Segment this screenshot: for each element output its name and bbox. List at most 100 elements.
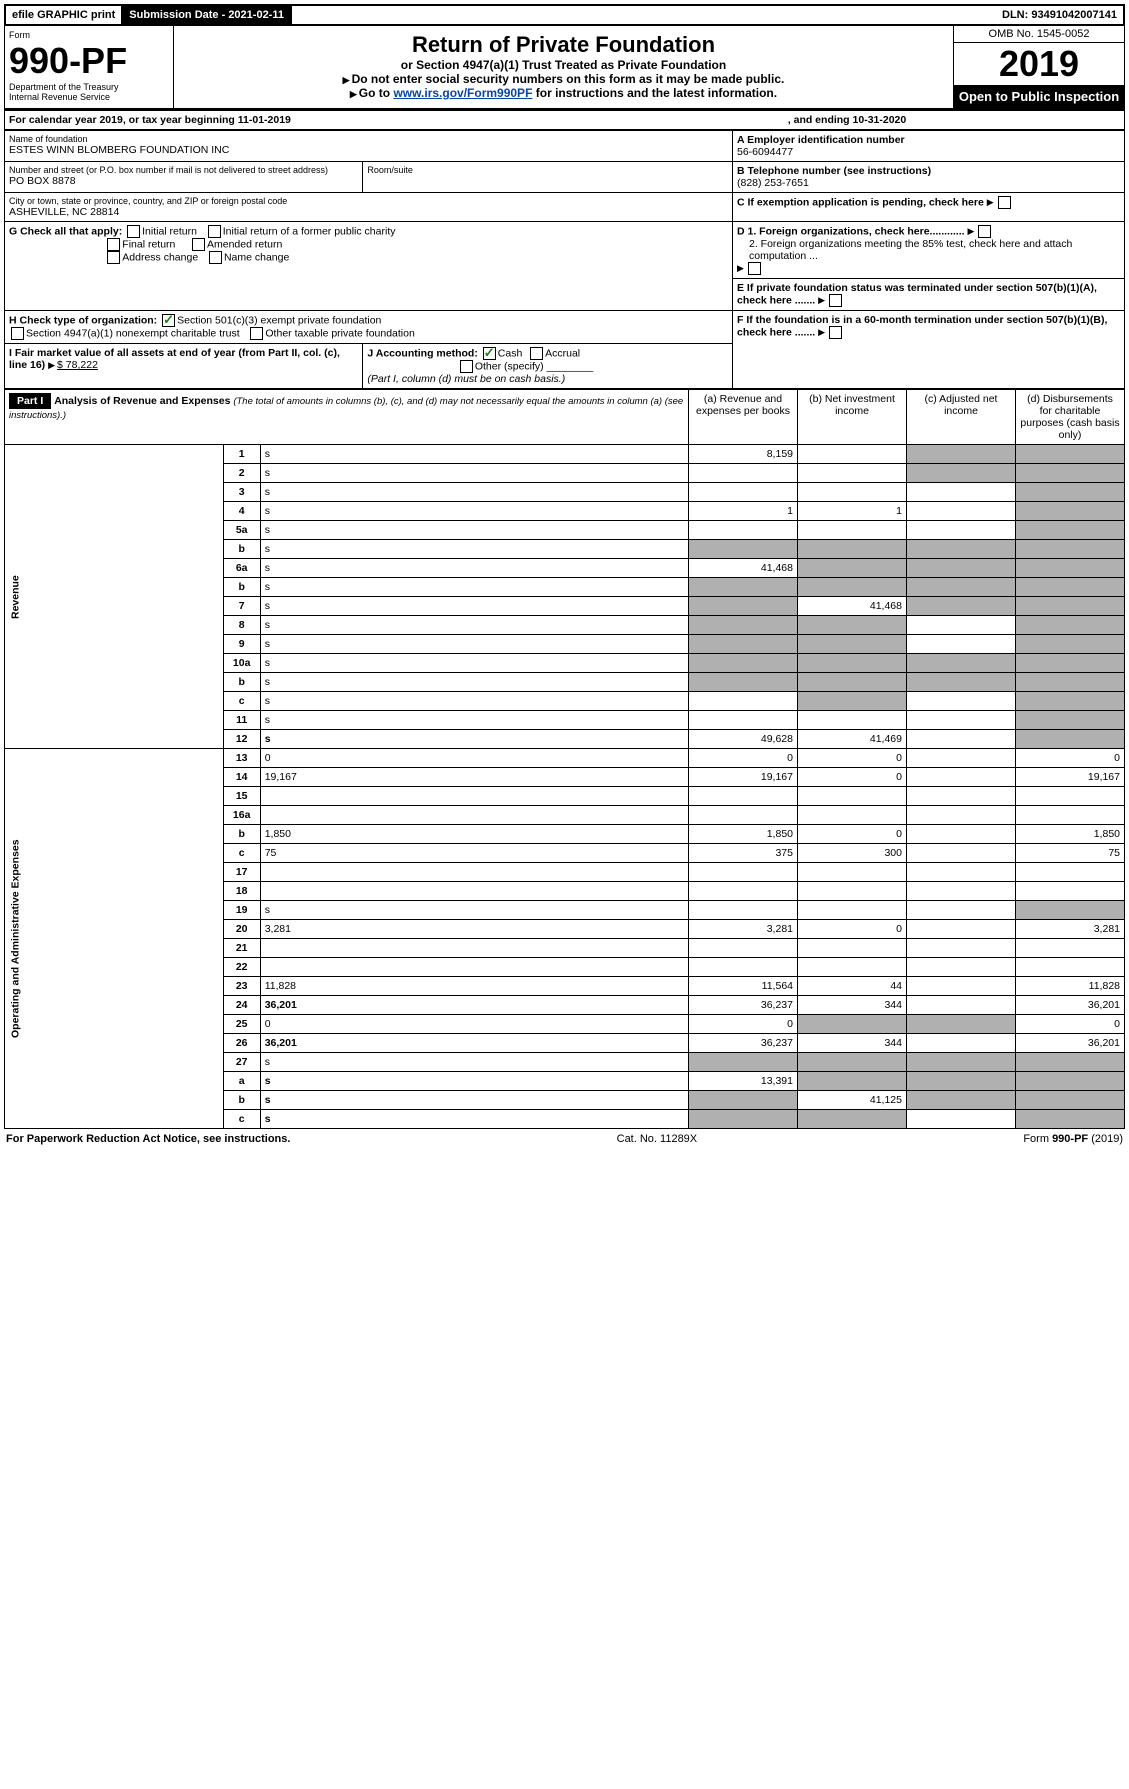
line-num: b <box>223 540 260 559</box>
line-num: c <box>223 1110 260 1129</box>
d2-checkbox[interactable] <box>748 262 761 275</box>
line-desc: s <box>260 1053 688 1072</box>
line-desc: s <box>260 1110 688 1129</box>
dept: Department of the Treasury <box>9 82 169 92</box>
ein-label: A Employer identification number <box>737 134 1120 146</box>
line-num: c <box>223 844 260 863</box>
h-other[interactable] <box>250 327 263 340</box>
line-desc: s <box>260 1091 688 1110</box>
j-other[interactable] <box>460 360 473 373</box>
line-desc: s <box>260 502 688 521</box>
line-desc: s <box>260 483 688 502</box>
name-label: Name of foundation <box>9 134 728 144</box>
address: PO BOX 8878 <box>9 175 358 187</box>
note-2-post: for instructions and the latest informat… <box>536 86 777 100</box>
g-initial-former[interactable] <box>208 225 221 238</box>
dln: DLN: 93491042007141 <box>996 6 1123 24</box>
line-num: 25 <box>223 1015 260 1034</box>
form-link[interactable]: www.irs.gov/Form990PF <box>393 86 532 100</box>
line-num: 23 <box>223 977 260 996</box>
c-checkbox[interactable] <box>998 196 1011 209</box>
line-desc: 1,850 <box>260 825 688 844</box>
line-desc: s <box>260 616 688 635</box>
line-desc <box>260 958 688 977</box>
form-header: Form 990-PF Department of the Treasury I… <box>4 26 1125 108</box>
g-initial[interactable] <box>127 225 140 238</box>
line-num: 21 <box>223 939 260 958</box>
line-num: b <box>223 1091 260 1110</box>
info-block: Name of foundation ESTES WINN BLOMBERG F… <box>4 130 1125 389</box>
cal-begin: For calendar year 2019, or tax year begi… <box>5 111 784 130</box>
line-num: 26 <box>223 1034 260 1053</box>
g-name[interactable] <box>209 251 222 264</box>
line-desc: s <box>260 711 688 730</box>
footer-right: Form 990-PF (2019) <box>1023 1133 1123 1145</box>
line-desc: s <box>260 635 688 654</box>
line-desc: s <box>260 654 688 673</box>
line-desc: s <box>260 445 688 464</box>
col-a-hdr: (a) Revenue and expenses per books <box>689 390 798 445</box>
line-num: 4 <box>223 502 260 521</box>
j-cash[interactable] <box>483 347 496 360</box>
d1: D 1. Foreign organizations, check here..… <box>737 225 965 237</box>
note-2-pre: Go to <box>350 86 394 100</box>
part1-table: Part I Analysis of Revenue and Expenses … <box>4 389 1125 1129</box>
line-num: c <box>223 692 260 711</box>
f-label: F If the foundation is in a 60-month ter… <box>737 314 1107 338</box>
j-accrual[interactable] <box>530 347 543 360</box>
j-label: J Accounting method: <box>367 347 477 359</box>
d1-checkbox[interactable] <box>978 225 991 238</box>
line-num: 18 <box>223 882 260 901</box>
line-num: 20 <box>223 920 260 939</box>
line-desc: s <box>260 692 688 711</box>
main-title: Return of Private Foundation <box>180 32 947 58</box>
g-address[interactable] <box>107 251 120 264</box>
line-num: 17 <box>223 863 260 882</box>
line-num: 24 <box>223 996 260 1015</box>
line-desc: 0 <box>260 749 688 768</box>
line-desc: 11,828 <box>260 977 688 996</box>
line-desc: 36,201 <box>260 1034 688 1053</box>
part1-hdr: Part I <box>9 393 51 409</box>
h-4947[interactable] <box>11 327 24 340</box>
line-num: 16a <box>223 806 260 825</box>
g-final[interactable] <box>107 238 120 251</box>
form-word: Form <box>9 30 169 40</box>
col-c-hdr: (c) Adjusted net income <box>907 390 1016 445</box>
irs: Internal Revenue Service <box>9 92 169 102</box>
line-num: 6a <box>223 559 260 578</box>
line-desc: 0 <box>260 1015 688 1034</box>
line-num: b <box>223 825 260 844</box>
col-d-hdr: (d) Disbursements for charitable purpose… <box>1016 390 1125 445</box>
form-number: 990-PF <box>9 40 169 82</box>
g-amended[interactable] <box>192 238 205 251</box>
part1-title: Analysis of Revenue and Expenses <box>54 395 230 407</box>
line-desc: s <box>260 597 688 616</box>
omb: OMB No. 1545-0052 <box>954 26 1124 43</box>
phone: (828) 253-7651 <box>737 177 1120 189</box>
line-num: 13 <box>223 749 260 768</box>
h-501c3[interactable] <box>162 314 175 327</box>
city: ASHEVILLE, NC 28814 <box>9 206 728 218</box>
line-desc: s <box>260 578 688 597</box>
submission-date: Submission Date - 2021-02-11 <box>123 6 292 24</box>
line-desc: 19,167 <box>260 768 688 787</box>
cal-end: , and ending 10-31-2020 <box>784 111 1125 130</box>
line-desc <box>260 863 688 882</box>
line-num: 3 <box>223 483 260 502</box>
i-value: $ 78,222 <box>57 359 98 371</box>
line-num: 1 <box>223 445 260 464</box>
top-bar: efile GRAPHIC print Submission Date - 20… <box>4 4 1125 26</box>
addr-label: Number and street (or P.O. box number if… <box>9 165 358 175</box>
f-checkbox[interactable] <box>829 326 842 339</box>
line-num: 9 <box>223 635 260 654</box>
calendar-row: For calendar year 2019, or tax year begi… <box>4 110 1125 130</box>
e-checkbox[interactable] <box>829 294 842 307</box>
line-num: 12 <box>223 730 260 749</box>
d2: 2. Foreign organizations meeting the 85%… <box>737 238 1120 262</box>
line-desc <box>260 939 688 958</box>
h-label: H Check type of organization: <box>9 314 157 326</box>
line-desc <box>260 787 688 806</box>
city-label: City or town, state or province, country… <box>9 196 728 206</box>
side-label: Operating and Administrative Expenses <box>5 749 224 1129</box>
